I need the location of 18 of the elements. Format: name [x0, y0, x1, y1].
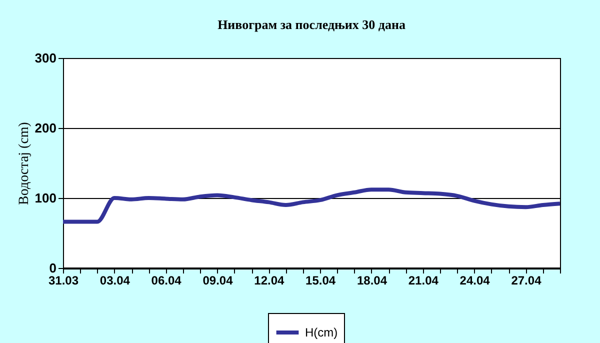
x-tick-label: 31.03	[48, 274, 79, 288]
x-tick-label: 15.04	[306, 274, 336, 288]
y-tick-label: 0	[49, 260, 56, 276]
x-tick-label: 09.04	[202, 274, 234, 288]
x-tick-label: 21.04	[408, 274, 439, 288]
chart-title: Нивограм за последњих 30 дана	[218, 17, 406, 32]
x-tick-label: 06.04	[151, 274, 182, 288]
y-axis-title: Водостај (cm)	[16, 122, 32, 205]
x-tick-label: 24.04	[460, 274, 490, 288]
y-tick-label: 300	[34, 50, 56, 66]
x-tick-label: 12.04	[254, 274, 284, 288]
legend-label: H(cm)	[305, 326, 338, 340]
y-tick-label: 100	[34, 190, 56, 206]
x-tick-label: 03.04	[100, 274, 130, 288]
x-tick-label: 27.04	[511, 274, 542, 288]
x-tick-label: 18.04	[356, 274, 388, 288]
y-tick-label: 200	[34, 120, 56, 136]
line-series	[61, 188, 562, 224]
